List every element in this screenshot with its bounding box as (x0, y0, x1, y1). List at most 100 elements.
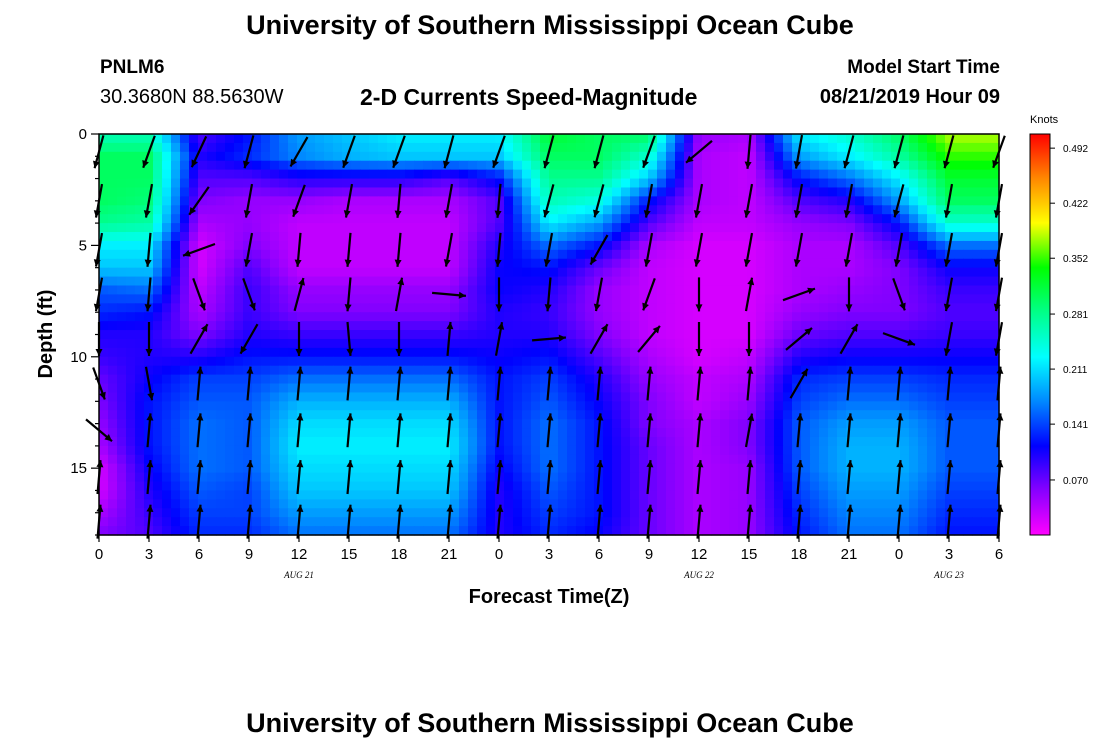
heatmap-cell (891, 481, 901, 492)
heatmap-cell (342, 267, 352, 278)
heatmap-cell (108, 321, 118, 331)
heatmap-cell (801, 481, 811, 492)
heatmap-cell (765, 196, 775, 206)
heatmap-cell (954, 240, 964, 251)
heatmap-cell (855, 374, 865, 385)
heatmap-cell (594, 490, 604, 500)
heatmap-cell (576, 258, 586, 269)
heatmap-cell (207, 151, 217, 162)
heatmap-cell (864, 490, 874, 500)
heatmap-cell (144, 401, 154, 411)
heatmap-cell (738, 410, 748, 420)
heatmap-cell (135, 134, 145, 144)
heatmap-cell (837, 142, 847, 153)
heatmap-cell (387, 526, 397, 536)
heatmap-cell (396, 526, 406, 536)
heatmap-cell (549, 285, 559, 295)
heatmap-cell (702, 240, 712, 251)
heatmap-cell (153, 294, 163, 304)
heatmap-cell (819, 490, 829, 500)
heatmap-cell (297, 205, 307, 215)
heatmap-cell (729, 312, 739, 322)
heatmap-cell (774, 223, 784, 233)
heatmap-cell (855, 338, 865, 349)
heatmap-cell (909, 419, 919, 429)
heatmap-cell (567, 178, 577, 189)
heatmap-cell (783, 428, 793, 438)
heatmap-cell (441, 499, 451, 509)
heatmap-cell (378, 187, 388, 197)
heatmap-cell (171, 383, 181, 394)
heatmap-cell (153, 330, 163, 340)
heatmap-cell (963, 347, 973, 358)
heatmap-cell (603, 214, 613, 224)
heatmap-cell (954, 276, 964, 287)
heatmap-cell (981, 410, 991, 420)
current-vector (343, 183, 354, 218)
heatmap-cell (441, 223, 451, 233)
heatmap-cell (117, 347, 127, 358)
heatmap-cell (630, 517, 640, 527)
heatmap-cell (972, 419, 982, 429)
heatmap-cell (783, 419, 793, 429)
heatmap-cell (918, 383, 928, 394)
heatmap-cell (504, 303, 514, 313)
heatmap-cell (387, 285, 397, 295)
heatmap-cell (576, 499, 586, 509)
heatmap-cell (594, 303, 604, 313)
heatmap-cell (234, 151, 244, 162)
heatmap-cell (351, 490, 361, 500)
heatmap-cell (486, 436, 496, 447)
heatmap-cell (585, 267, 595, 278)
heatmap-cell (207, 481, 217, 492)
heatmap-cell (846, 151, 856, 162)
heatmap-cell (603, 267, 613, 278)
heatmap-cell (153, 187, 163, 197)
heatmap-cell (234, 445, 244, 456)
heatmap-cell (387, 454, 397, 465)
heatmap-cell (711, 232, 721, 242)
heatmap-cell (450, 454, 460, 465)
heatmap-cell (306, 178, 316, 189)
heatmap-cell (171, 481, 181, 492)
heatmap-cell (117, 392, 127, 402)
heatmap-cell (702, 187, 712, 197)
heatmap-cell (774, 214, 784, 224)
heatmap-cell (351, 321, 361, 331)
heatmap-cell (270, 392, 280, 402)
heatmap-cell (594, 258, 604, 269)
heatmap-cell (639, 151, 649, 162)
heatmap-cell (792, 142, 802, 153)
heatmap-cell (405, 490, 415, 500)
heatmap-cell (675, 276, 685, 287)
heatmap-cell (765, 338, 775, 349)
heatmap-cell (459, 338, 469, 349)
heatmap-cell (585, 321, 595, 331)
heatmap-cell (117, 303, 127, 313)
heatmap-cell (648, 436, 658, 447)
heatmap-cell (657, 365, 667, 376)
heatmap-cell (837, 472, 847, 483)
heatmap-cell (531, 285, 541, 295)
heatmap-cell (243, 294, 253, 304)
heatmap-cell (450, 294, 460, 304)
heatmap-cell (198, 499, 208, 509)
heatmap-cell (153, 312, 163, 322)
heatmap-cell (306, 330, 316, 340)
heatmap-cell (693, 419, 703, 429)
heatmap-cell (738, 463, 748, 474)
heatmap-cell (333, 472, 343, 483)
heatmap-cell (756, 508, 766, 518)
heatmap-cell (243, 134, 253, 144)
heatmap-cell (252, 232, 262, 242)
heatmap-cell (738, 526, 748, 536)
heatmap-cell (612, 499, 622, 509)
heatmap-cell (720, 312, 730, 322)
heatmap-cell (414, 187, 424, 197)
heatmap-cell (702, 508, 712, 518)
heatmap-cell (126, 454, 136, 465)
heatmap-cell (918, 517, 928, 527)
heatmap-cell (747, 249, 757, 260)
heatmap-cell (189, 303, 199, 313)
heatmap-cell (369, 312, 379, 322)
